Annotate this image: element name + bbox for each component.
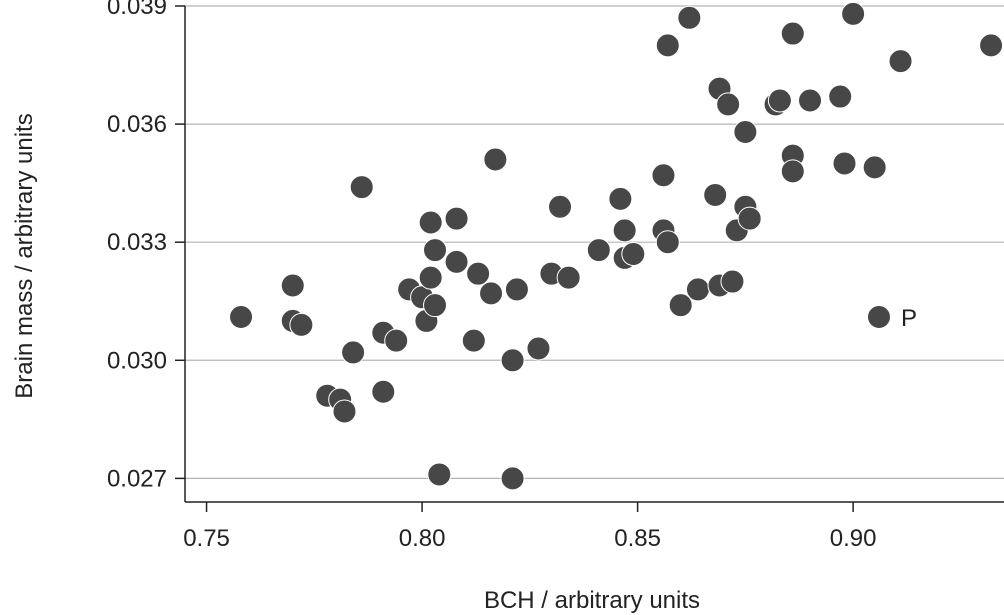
data-point — [866, 304, 891, 329]
data-point — [341, 340, 366, 365]
data-point — [668, 293, 693, 318]
axes — [175, 5, 1004, 512]
data-point — [737, 206, 762, 231]
data-point — [289, 312, 314, 337]
data-point — [888, 49, 913, 74]
data-point — [444, 249, 469, 274]
data-point — [841, 1, 866, 26]
y-tick-label: 0.033 — [107, 229, 167, 256]
data-point — [483, 147, 508, 172]
data-points — [229, 1, 1004, 491]
data-point — [586, 238, 611, 263]
data-point — [371, 379, 396, 404]
y-tick-label: 0.030 — [107, 347, 167, 374]
data-point — [280, 273, 305, 298]
data-point — [651, 163, 676, 188]
data-point — [418, 210, 443, 235]
data-point — [703, 182, 728, 207]
data-point — [548, 194, 573, 219]
data-point — [685, 277, 710, 302]
data-point — [461, 328, 486, 353]
data-point — [423, 293, 448, 318]
x-tick-label: 0.75 — [183, 525, 230, 552]
data-point — [500, 348, 525, 373]
data-point — [423, 238, 448, 263]
data-point — [832, 151, 857, 176]
x-tick-label: 0.80 — [399, 525, 446, 552]
data-point — [716, 92, 741, 117]
data-point — [526, 336, 551, 361]
data-point — [444, 206, 469, 231]
data-point — [862, 155, 887, 180]
data-point — [332, 399, 357, 424]
data-point — [780, 159, 805, 184]
data-point — [500, 466, 525, 491]
data-point — [655, 33, 680, 58]
data-point — [229, 304, 254, 329]
data-point — [798, 88, 823, 113]
data-point — [466, 261, 491, 286]
data-point — [720, 269, 745, 294]
data-point — [828, 84, 853, 109]
data-point — [733, 119, 758, 144]
data-point — [767, 88, 792, 113]
data-point — [349, 175, 374, 200]
data-point — [608, 186, 633, 211]
data-point — [979, 33, 1004, 58]
point-annotation: P — [901, 305, 917, 332]
y-tick-label: 0.036 — [107, 111, 167, 138]
y-tick-label: 0.027 — [107, 465, 167, 492]
x-tick-label: 0.90 — [830, 525, 877, 552]
data-point — [556, 265, 581, 290]
x-axis-title: BCH / arbitrary units — [484, 587, 700, 614]
tick-labels: 0.027 0.030 0.033 0.036 0.039 0.75 0.80 0.85 0.9… — [107, 0, 877, 552]
data-point — [655, 230, 680, 255]
data-point — [612, 218, 637, 243]
y-axis-title: Brain mass / arbitrary units — [11, 113, 38, 398]
data-point — [418, 265, 443, 290]
data-point — [504, 277, 529, 302]
x-tick-label: 0.85 — [614, 525, 661, 552]
y-tick-label: 0.039 — [107, 0, 167, 20]
data-point — [677, 5, 702, 30]
data-point — [384, 328, 409, 353]
data-point — [780, 21, 805, 46]
annotations: P — [901, 305, 917, 332]
data-point — [479, 281, 504, 306]
data-point — [621, 242, 646, 266]
data-point — [427, 462, 452, 487]
